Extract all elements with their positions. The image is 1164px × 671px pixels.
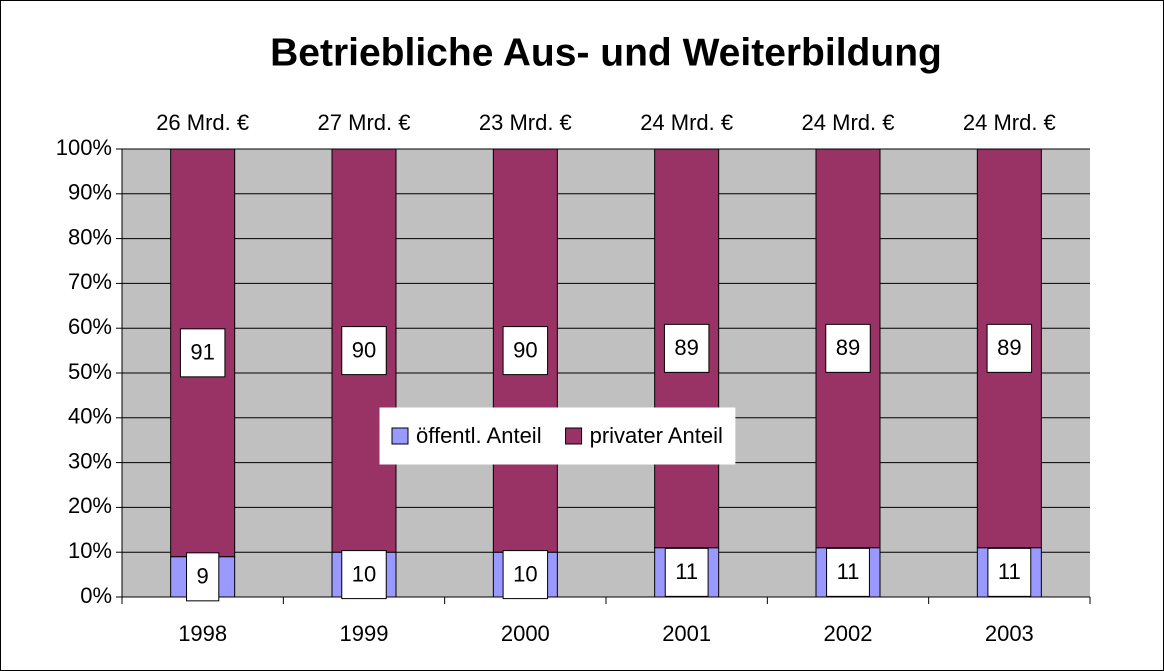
y-tick-label: 50%	[68, 359, 112, 384]
y-tick-label: 60%	[68, 314, 112, 339]
data-label-box	[663, 323, 710, 373]
total-annotation: 24 Mrd. €	[802, 110, 895, 135]
y-tick-label: 100%	[56, 135, 112, 160]
data-label: 89	[836, 335, 860, 360]
data-label: 89	[997, 335, 1021, 360]
legend-label: öffentl. Anteil	[416, 423, 542, 448]
x-tick-label: 1999	[340, 621, 389, 646]
x-tick-label: 1998	[178, 621, 227, 646]
legend-swatch	[391, 427, 409, 445]
data-label-box	[341, 326, 387, 376]
data-label-box	[502, 550, 549, 600]
data-label: 89	[674, 335, 698, 360]
y-tick-label: 90%	[68, 180, 112, 205]
total-annotation: 24 Mrd. €	[963, 110, 1056, 135]
data-label-box	[987, 547, 1032, 597]
data-label-box	[664, 547, 709, 597]
y-tick-label: 30%	[68, 448, 112, 473]
data-label: 10	[352, 561, 376, 586]
y-tick-label: 70%	[68, 269, 112, 294]
y-tick-label: 0%	[80, 583, 112, 608]
x-tick-label: 2002	[824, 621, 873, 646]
data-label-box	[986, 323, 1033, 373]
legend-box	[379, 407, 736, 465]
data-label: 10	[513, 561, 537, 586]
data-label: 11	[998, 559, 1021, 584]
data-label: 91	[190, 340, 214, 365]
data-label-box	[179, 328, 226, 378]
data-label: 9	[197, 564, 209, 589]
legend-label: privater Anteil	[590, 423, 723, 448]
x-tick-label: 2000	[501, 621, 550, 646]
legend-swatch	[565, 427, 583, 445]
total-annotation: 23 Mrd. €	[479, 110, 572, 135]
y-tick-label: 20%	[68, 493, 112, 518]
total-annotation: 27 Mrd. €	[318, 110, 411, 135]
y-tick-label: 40%	[68, 404, 112, 429]
y-tick-label: 80%	[68, 224, 112, 249]
x-tick-label: 2003	[985, 621, 1034, 646]
data-label: 90	[352, 337, 376, 362]
data-label: 90	[513, 337, 537, 362]
data-label: 11	[675, 559, 698, 584]
data-label-box	[825, 323, 871, 373]
chart-title: Betriebliche Aus- und Weiterbildung	[270, 31, 942, 74]
data-label-box	[826, 547, 870, 597]
data-label: 11	[837, 559, 860, 584]
y-tick-label: 10%	[68, 538, 112, 563]
data-label-box	[186, 552, 220, 602]
data-label-box	[341, 550, 387, 600]
x-tick-label: 2001	[662, 621, 711, 646]
total-annotation: 24 Mrd. €	[640, 110, 733, 135]
total-annotation: 26 Mrd. €	[156, 110, 249, 135]
data-label-box	[502, 326, 549, 376]
